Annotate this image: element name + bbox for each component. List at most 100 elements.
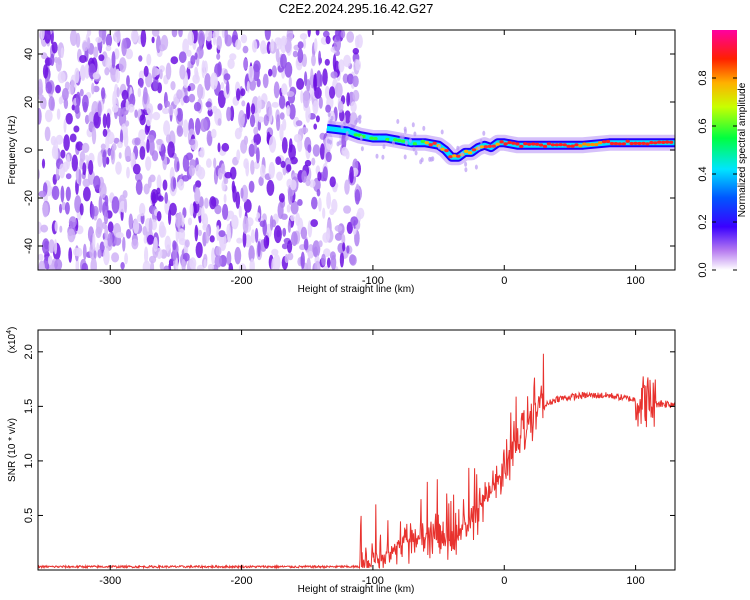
noise-blob xyxy=(300,127,309,134)
noise-blob xyxy=(217,167,223,180)
noise-blob xyxy=(74,195,82,213)
noise-blob xyxy=(242,230,247,248)
signal-point xyxy=(456,154,461,158)
noise-blob xyxy=(314,87,322,99)
noise-blob xyxy=(216,225,220,242)
noise-blob xyxy=(54,258,63,270)
signal-speck xyxy=(391,140,395,146)
noise-blob xyxy=(240,34,248,44)
noise-blob xyxy=(282,227,287,237)
noise-blob xyxy=(84,63,90,79)
noise-blob xyxy=(59,203,63,214)
noise-blob xyxy=(250,160,255,175)
noise-blob xyxy=(318,96,323,109)
y-tick-label: 2.0 xyxy=(23,344,35,359)
y-tick-label: 20 xyxy=(23,96,35,108)
noise-blob xyxy=(250,103,256,115)
signal-point xyxy=(668,140,674,144)
signal-speck xyxy=(359,135,363,141)
signal-speck xyxy=(431,156,435,162)
signal-speck xyxy=(456,145,460,151)
noise-blob xyxy=(106,112,111,129)
noise-blob xyxy=(64,81,70,91)
signal-point xyxy=(590,142,595,147)
noise-blob xyxy=(246,102,251,120)
noise-blob xyxy=(253,161,260,170)
noise-blob xyxy=(151,30,160,37)
noise-blob xyxy=(264,30,271,41)
noise-blob xyxy=(188,138,196,146)
noise-blob xyxy=(227,58,235,70)
signal-point xyxy=(393,138,398,142)
noise-blob xyxy=(325,151,332,163)
noise-blob xyxy=(75,91,81,107)
noise-blob xyxy=(67,228,76,243)
signal-speck xyxy=(358,118,362,124)
noise-blob xyxy=(65,113,73,125)
signal-point xyxy=(542,144,548,148)
signal-point xyxy=(523,142,528,146)
noise-blob xyxy=(135,172,143,182)
signal-point xyxy=(531,142,536,146)
noise-blob xyxy=(156,138,163,146)
noise-blob xyxy=(300,90,304,104)
noise-blob xyxy=(226,106,232,122)
noise-blob xyxy=(168,104,174,116)
signal-point xyxy=(479,145,485,149)
signal-speck xyxy=(343,121,347,127)
noise-blob xyxy=(343,205,352,214)
noise-blob xyxy=(130,30,139,43)
noise-blob xyxy=(82,178,91,188)
noise-blob xyxy=(74,67,80,84)
signal-point xyxy=(534,142,540,146)
noise-blob xyxy=(259,220,266,227)
noise-blob xyxy=(302,38,307,49)
noise-blob xyxy=(301,170,308,183)
noise-blob xyxy=(38,190,47,198)
noise-blob xyxy=(87,30,92,37)
noise-blob xyxy=(257,240,261,258)
noise-blob xyxy=(105,33,113,48)
noise-blob xyxy=(305,105,311,123)
noise-blob xyxy=(187,85,191,92)
noise-blob xyxy=(152,111,161,121)
noise-blob xyxy=(207,108,213,117)
signal-point xyxy=(464,149,469,153)
noise-blob xyxy=(159,261,164,270)
noise-blob xyxy=(159,69,163,80)
signal-speck xyxy=(413,131,417,137)
signal-point xyxy=(649,141,654,145)
noise-blob xyxy=(273,225,282,244)
signal-speck xyxy=(440,129,444,135)
noise-blob xyxy=(91,126,97,145)
noise-blob xyxy=(243,199,252,213)
noise-blob xyxy=(214,79,218,87)
noise-blob xyxy=(214,204,222,215)
signal-speck xyxy=(474,164,478,170)
noise-blob xyxy=(100,143,106,150)
noise-blob xyxy=(325,104,331,113)
noise-blob xyxy=(286,91,295,97)
signal-point xyxy=(507,140,512,145)
noise-blob xyxy=(234,246,242,265)
signal-speck xyxy=(477,145,481,151)
noise-blob xyxy=(248,180,255,193)
noise-blob xyxy=(68,216,77,229)
noise-blob xyxy=(83,186,91,202)
signal-speck xyxy=(412,146,416,152)
x-tick-label: 0 xyxy=(501,275,507,287)
noise-blob xyxy=(199,40,203,52)
noise-blob xyxy=(92,85,100,93)
signal-point xyxy=(637,141,642,146)
noise-blob xyxy=(189,203,194,217)
noise-blob xyxy=(138,70,145,81)
noise-blob xyxy=(156,211,162,222)
noise-blob xyxy=(188,93,196,103)
noise-blob xyxy=(207,263,215,270)
noise-blob xyxy=(68,247,73,263)
signal-speck xyxy=(327,112,331,118)
noise-blob xyxy=(346,92,350,107)
noise-blob xyxy=(184,239,190,248)
noise-blob xyxy=(268,68,273,77)
signal-speck xyxy=(375,153,379,159)
